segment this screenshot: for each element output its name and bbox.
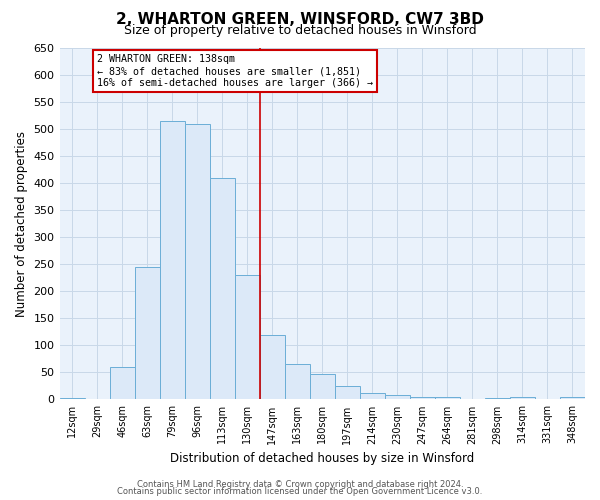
Text: Contains public sector information licensed under the Open Government Licence v3: Contains public sector information licen… [118,487,482,496]
Bar [410,396,435,400]
Bar [560,396,585,400]
Bar [260,334,285,400]
Bar [310,374,335,400]
Bar [134,267,160,400]
Bar [235,275,260,400]
Bar [435,396,460,400]
Bar [485,398,510,400]
Text: Size of property relative to detached houses in Winsford: Size of property relative to detached ho… [124,24,476,37]
Bar [510,396,535,400]
Text: 2, WHARTON GREEN, WINSFORD, CW7 3BD: 2, WHARTON GREEN, WINSFORD, CW7 3BD [116,12,484,28]
Bar [360,393,385,400]
X-axis label: Distribution of detached houses by size in Winsford: Distribution of detached houses by size … [170,452,475,465]
Text: 2 WHARTON GREEN: 138sqm
← 83% of detached houses are smaller (1,851)
16% of semi: 2 WHARTON GREEN: 138sqm ← 83% of detache… [97,54,373,88]
Bar [209,178,235,400]
Bar [335,386,360,400]
Bar [110,367,134,400]
Text: Contains HM Land Registry data © Crown copyright and database right 2024.: Contains HM Land Registry data © Crown c… [137,480,463,489]
Bar [285,364,310,400]
Bar [185,124,209,400]
Bar [160,121,185,400]
Bar [59,398,85,400]
Y-axis label: Number of detached properties: Number of detached properties [15,130,28,316]
Bar [385,395,410,400]
